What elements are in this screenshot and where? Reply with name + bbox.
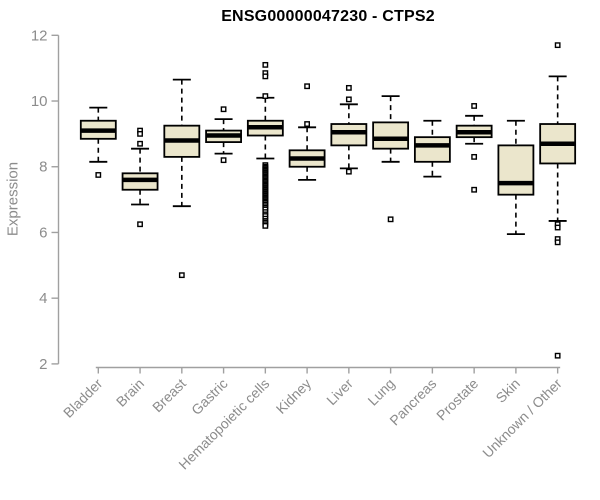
outlier-point bbox=[554, 42, 561, 49]
axes bbox=[51, 34, 561, 374]
iqr-box bbox=[497, 144, 535, 196]
outlier-point bbox=[137, 221, 143, 228]
outlier-point bbox=[95, 172, 102, 178]
x-tick-label: Unknown / Other bbox=[479, 375, 565, 461]
outlier-point bbox=[471, 186, 478, 193]
x-tick-label: Prostate bbox=[433, 375, 481, 423]
outlier-point bbox=[345, 84, 352, 91]
iqr-box bbox=[330, 123, 368, 147]
x-tick-label: Breast bbox=[149, 375, 189, 415]
outlier-point bbox=[262, 73, 269, 80]
boxplot-skin bbox=[497, 119, 535, 236]
outlier-point bbox=[220, 106, 227, 113]
iqr-box bbox=[372, 121, 410, 150]
iqr-box bbox=[413, 136, 451, 163]
boxplot-kidney bbox=[288, 83, 326, 181]
boxplot-unknown-other bbox=[539, 42, 577, 359]
outlier-point bbox=[262, 222, 269, 229]
x-tick-label: Liver bbox=[323, 375, 356, 408]
boxplot-pancreas bbox=[413, 119, 451, 178]
x-tick-label: Lung bbox=[364, 375, 397, 408]
outlier-point bbox=[554, 239, 561, 246]
outlier-point bbox=[178, 272, 185, 279]
x-tick-label: Skin bbox=[492, 375, 523, 406]
boxplot-liver bbox=[330, 84, 368, 175]
outlier-point bbox=[220, 157, 227, 164]
boxplot-hematopoietic-cells bbox=[246, 61, 284, 229]
outlier-point bbox=[345, 96, 352, 103]
y-tick-label: 4 bbox=[39, 290, 47, 307]
y-tick-label: 6 bbox=[39, 224, 47, 241]
outlier-point bbox=[304, 121, 310, 127]
outlier-point bbox=[471, 153, 478, 160]
outlier-point bbox=[345, 168, 352, 175]
outlier-point bbox=[554, 352, 561, 359]
y-tick-label: 2 bbox=[39, 356, 47, 373]
boxplot-breast bbox=[163, 78, 201, 279]
boxplot-lung bbox=[372, 95, 410, 223]
outlier-point bbox=[262, 93, 269, 99]
y-tick-label: 10 bbox=[31, 93, 48, 110]
outlier-point bbox=[304, 83, 310, 90]
x-tick-label: Bladder bbox=[60, 375, 106, 421]
boxplot-gastric bbox=[205, 106, 242, 164]
x-tick-label: Kidney bbox=[273, 375, 315, 417]
outlier-point bbox=[262, 61, 269, 68]
boxplot-bladder bbox=[79, 106, 117, 178]
outlier-point bbox=[471, 103, 478, 109]
x-tick-label: Brain bbox=[113, 375, 147, 409]
y-tick-label: 12 bbox=[31, 27, 48, 44]
chart-title: ENSG00000047230 - CTPS2 bbox=[221, 8, 435, 25]
boxplot-prostate bbox=[455, 103, 493, 193]
y-tick-label: 8 bbox=[39, 159, 47, 176]
outlier-point bbox=[387, 216, 394, 223]
outlier-point bbox=[137, 140, 143, 147]
outlier-point bbox=[554, 224, 561, 231]
outlier-point bbox=[137, 130, 143, 137]
boxplot-brain bbox=[121, 127, 159, 228]
